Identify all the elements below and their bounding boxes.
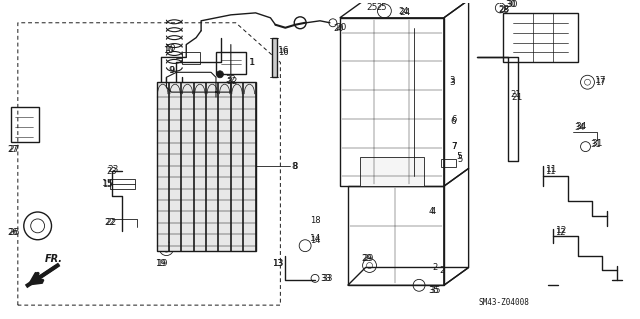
Text: 32: 32	[226, 77, 237, 86]
Text: 24: 24	[398, 7, 409, 16]
Text: SM43-Z04008: SM43-Z04008	[479, 298, 529, 307]
Text: 8: 8	[292, 162, 298, 171]
Text: 15: 15	[102, 180, 113, 189]
Text: 27: 27	[8, 145, 19, 154]
Text: 17: 17	[595, 76, 607, 85]
Bar	[360, 157, 424, 186]
Text: 19: 19	[156, 259, 166, 268]
Text: 29: 29	[362, 254, 372, 263]
Bar	[503, 13, 577, 63]
Bar	[194, 82, 205, 251]
Text: 16: 16	[278, 48, 289, 57]
Text: 6: 6	[451, 117, 456, 126]
Bar	[157, 82, 255, 251]
Text: 12: 12	[555, 228, 565, 237]
Text: 1: 1	[249, 58, 255, 67]
Text: FR.: FR.	[45, 254, 63, 263]
Text: 10: 10	[164, 44, 176, 53]
Text: 2: 2	[432, 263, 437, 272]
Text: 12: 12	[556, 226, 567, 235]
Text: 2: 2	[439, 266, 445, 275]
Text: 20: 20	[335, 23, 346, 32]
Text: 31: 31	[591, 139, 603, 148]
Text: 34: 34	[575, 122, 587, 131]
Text: 11: 11	[545, 167, 556, 176]
Text: 10: 10	[163, 46, 174, 55]
Text: 8: 8	[291, 162, 297, 171]
Text: 9: 9	[170, 66, 175, 75]
Text: 23: 23	[106, 167, 116, 176]
Text: 23: 23	[107, 165, 118, 174]
Bar	[110, 179, 135, 189]
Bar	[216, 53, 246, 74]
Text: 24: 24	[399, 8, 410, 17]
Text: 33: 33	[321, 274, 333, 283]
Text: 3: 3	[450, 76, 455, 85]
Text: 26: 26	[8, 228, 19, 237]
Text: 27: 27	[7, 145, 17, 154]
Text: 4: 4	[429, 206, 435, 216]
Text: 25: 25	[376, 4, 387, 12]
Text: 21: 21	[511, 93, 523, 101]
Text: 16: 16	[278, 46, 290, 55]
Bar	[169, 82, 180, 251]
Text: 20: 20	[334, 24, 344, 33]
Text: 35: 35	[429, 286, 440, 295]
Text: 14: 14	[310, 236, 321, 245]
Bar	[181, 82, 193, 251]
Text: 25: 25	[366, 4, 378, 12]
Text: 31: 31	[591, 140, 601, 149]
Circle shape	[216, 71, 223, 78]
Text: 35: 35	[428, 286, 438, 295]
Bar	[157, 82, 168, 251]
Text: 9: 9	[168, 66, 174, 75]
Text: 13: 13	[273, 259, 285, 268]
Bar	[340, 18, 444, 186]
Text: 34: 34	[575, 123, 585, 132]
Text: 28: 28	[499, 5, 509, 14]
Text: 1: 1	[249, 58, 254, 67]
Text: 14: 14	[310, 234, 321, 243]
Text: 30: 30	[505, 0, 516, 10]
Text: 30: 30	[506, 0, 518, 10]
Text: 6: 6	[452, 115, 457, 124]
Text: 32: 32	[225, 75, 236, 84]
Text: 11: 11	[546, 165, 557, 174]
Bar	[441, 160, 456, 167]
Text: 7: 7	[451, 142, 456, 151]
Text: 22: 22	[105, 219, 116, 227]
Text: 29: 29	[363, 254, 374, 263]
Text: 19: 19	[157, 259, 168, 268]
Bar	[218, 82, 230, 251]
Text: 13: 13	[273, 259, 283, 268]
Text: 18: 18	[310, 216, 321, 226]
Text: 3: 3	[449, 78, 454, 87]
Bar	[182, 53, 200, 64]
Text: 5: 5	[457, 152, 463, 161]
Text: 26: 26	[7, 228, 17, 237]
Text: 22: 22	[104, 219, 115, 227]
Text: 4: 4	[431, 206, 436, 216]
Text: 17: 17	[595, 78, 606, 87]
Text: 28: 28	[499, 6, 509, 15]
Text: 5: 5	[458, 155, 463, 164]
Text: 7: 7	[452, 142, 457, 151]
Bar	[348, 186, 444, 285]
Bar	[11, 107, 38, 142]
Text: 15: 15	[102, 179, 113, 188]
Bar	[273, 38, 277, 77]
Text: 21: 21	[510, 90, 521, 99]
Bar	[243, 82, 255, 251]
Bar	[206, 82, 218, 251]
Text: 33: 33	[320, 274, 331, 283]
Bar	[231, 82, 242, 251]
